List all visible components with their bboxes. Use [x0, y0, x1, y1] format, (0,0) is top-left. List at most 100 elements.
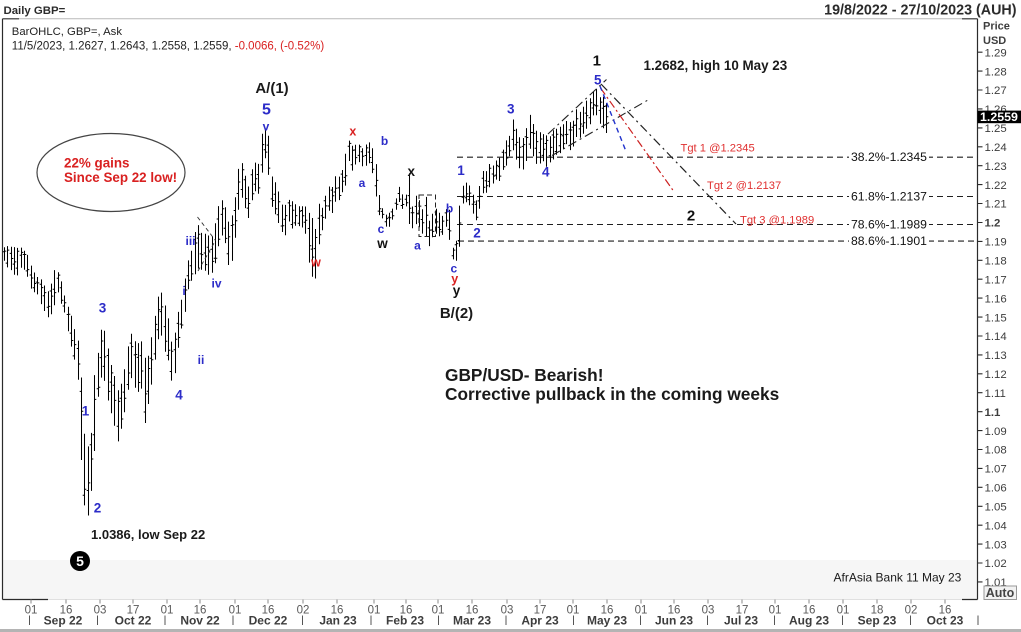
svg-text:01: 01	[432, 605, 445, 617]
svg-text:01: 01	[567, 605, 580, 617]
svg-text:1.03: 1.03	[985, 539, 1007, 551]
svg-text:1.04: 1.04	[985, 520, 1007, 532]
svg-text:1.23: 1.23	[985, 161, 1007, 173]
svg-text:y: y	[453, 283, 461, 298]
svg-text:Tgt 2 @1.2137: Tgt 2 @1.2137	[707, 180, 781, 192]
svg-text:01: 01	[635, 605, 648, 617]
svg-text:1.07: 1.07	[985, 464, 1007, 476]
svg-text:16: 16	[60, 605, 73, 617]
svg-text:1: 1	[457, 163, 465, 178]
svg-text:i: i	[182, 284, 185, 298]
svg-text:16: 16	[262, 605, 275, 617]
svg-text:GBP/USD- Bearish!: GBP/USD- Bearish!	[445, 365, 603, 385]
svg-text:1.06: 1.06	[985, 483, 1007, 495]
svg-text:Daily GBP=: Daily GBP=	[4, 5, 66, 17]
svg-text:03: 03	[501, 605, 514, 617]
svg-text:w: w	[310, 256, 321, 270]
svg-text:16: 16	[331, 605, 344, 617]
svg-text:v: v	[263, 120, 270, 134]
svg-text:Apr 23: Apr 23	[521, 614, 559, 628]
svg-text:Tgt 3 @1.1989: Tgt 3 @1.1989	[740, 215, 814, 227]
svg-text:16: 16	[668, 605, 681, 617]
svg-text:Mar 23: Mar 23	[453, 614, 491, 628]
svg-text:16: 16	[466, 605, 479, 617]
svg-text:x: x	[349, 125, 356, 139]
svg-text:1: 1	[82, 403, 90, 418]
svg-text:y: y	[451, 272, 458, 286]
svg-text:1.12: 1.12	[985, 369, 1007, 381]
svg-text:1.11: 1.11	[985, 388, 1006, 400]
svg-text:Nov 22: Nov 22	[180, 614, 220, 628]
svg-text:01: 01	[837, 605, 850, 617]
svg-text:Sep 22: Sep 22	[44, 614, 83, 628]
svg-text:Aug 23: Aug 23	[789, 614, 829, 628]
svg-text:78.6%-1.1989: 78.6%-1.1989	[851, 218, 927, 232]
svg-text:01: 01	[161, 605, 174, 617]
svg-text:17: 17	[534, 605, 547, 617]
svg-text:b: b	[446, 202, 453, 216]
svg-text:01: 01	[368, 605, 381, 617]
svg-text:Oct 23: Oct 23	[927, 614, 964, 628]
svg-text:18: 18	[871, 605, 884, 617]
svg-text:03: 03	[94, 605, 107, 617]
svg-text:AfrAsia Bank 11 May 23: AfrAsia Bank 11 May 23	[834, 571, 962, 585]
svg-text:16: 16	[939, 605, 952, 617]
svg-text:b: b	[381, 134, 388, 148]
svg-text:19/8/2022 - 27/10/2023 (AUH): 19/8/2022 - 27/10/2023 (AUH)	[824, 3, 1017, 19]
svg-text:5: 5	[594, 72, 602, 87]
svg-text:Price: Price	[983, 21, 1010, 33]
svg-text:1.2559: 1.2559	[980, 110, 1018, 124]
svg-text:61.8%-1.2137: 61.8%-1.2137	[851, 190, 927, 204]
svg-text:Auto: Auto	[986, 586, 1015, 600]
svg-text:1.05: 1.05	[985, 502, 1007, 514]
svg-text:38.2%-1.2345: 38.2%-1.2345	[851, 150, 927, 164]
svg-text:c: c	[378, 222, 385, 236]
svg-text:3: 3	[99, 300, 107, 315]
svg-text:16: 16	[803, 605, 816, 617]
svg-text:1.18: 1.18	[985, 256, 1007, 268]
svg-text:1.28: 1.28	[985, 66, 1007, 78]
svg-text:17: 17	[127, 605, 140, 617]
svg-text:1.09: 1.09	[985, 426, 1007, 438]
svg-text:16: 16	[194, 605, 207, 617]
svg-text:5: 5	[262, 102, 271, 119]
svg-text:1.2: 1.2	[985, 218, 1001, 230]
svg-text:1.21: 1.21	[985, 199, 1007, 211]
svg-text:1.1: 1.1	[985, 407, 1001, 419]
svg-text:a: a	[359, 176, 366, 190]
svg-text:4: 4	[542, 164, 550, 179]
svg-text:5: 5	[76, 553, 84, 569]
svg-text:ii: ii	[198, 353, 205, 367]
svg-text:A/(1): A/(1)	[255, 80, 288, 97]
svg-text:Feb 23: Feb 23	[386, 614, 424, 628]
svg-text:16: 16	[601, 605, 614, 617]
svg-text:May 23: May 23	[587, 614, 627, 628]
svg-text:4: 4	[175, 387, 183, 402]
svg-text:Jan 23: Jan 23	[319, 614, 357, 628]
svg-text:1.2682, high 10 May 23: 1.2682, high 10 May 23	[644, 58, 788, 73]
svg-text:Since Sep 22 low!: Since Sep 22 low!	[64, 170, 177, 185]
svg-text:Jun 23: Jun 23	[655, 614, 693, 628]
svg-text:x: x	[408, 164, 416, 179]
svg-text:1.15: 1.15	[985, 312, 1007, 324]
svg-text:1.29: 1.29	[985, 47, 1007, 59]
svg-text:1.13: 1.13	[985, 350, 1007, 362]
svg-text:1.27: 1.27	[985, 85, 1007, 97]
svg-text:Sep 23: Sep 23	[858, 614, 897, 628]
svg-text:Dec 22: Dec 22	[249, 614, 288, 628]
svg-text:22% gains: 22% gains	[64, 156, 130, 171]
svg-text:1.14: 1.14	[985, 331, 1007, 343]
svg-text:17: 17	[736, 605, 749, 617]
svg-text:1.22: 1.22	[985, 180, 1007, 192]
svg-text:1.02: 1.02	[985, 558, 1007, 570]
svg-text:c: c	[450, 262, 457, 276]
svg-text:03: 03	[702, 605, 715, 617]
svg-text:01: 01	[25, 605, 38, 617]
svg-text:1.17: 1.17	[985, 274, 1007, 286]
svg-text:2: 2	[94, 500, 102, 515]
svg-text:01: 01	[229, 605, 242, 617]
svg-text:a: a	[414, 239, 421, 253]
svg-text:1.0386, low Sep 22: 1.0386, low Sep 22	[91, 527, 205, 542]
svg-text:2: 2	[687, 208, 695, 225]
svg-text:16: 16	[400, 605, 413, 617]
